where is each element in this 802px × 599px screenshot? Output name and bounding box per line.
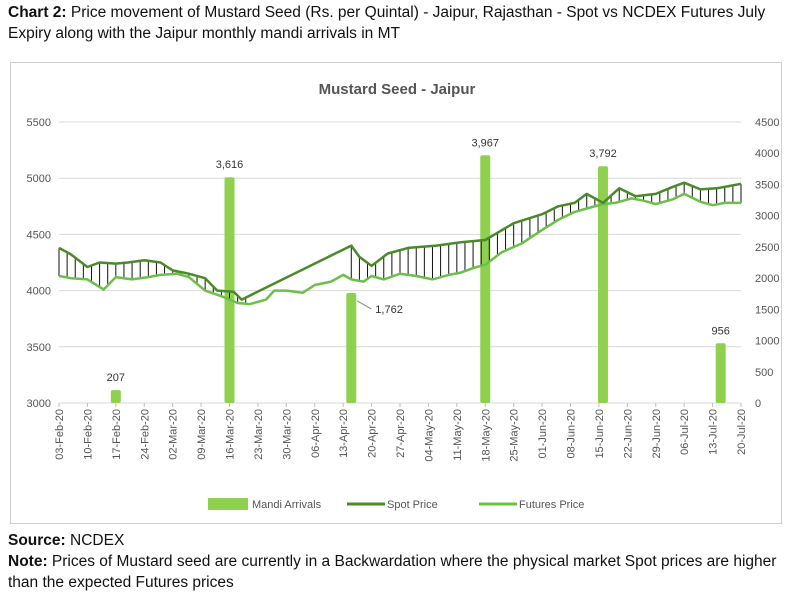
y-tick-label-right: 500 xyxy=(755,367,773,379)
mandi-bar xyxy=(224,177,235,403)
y-tick-label-right: 0 xyxy=(755,398,761,410)
bar-data-label: 207 xyxy=(107,372,125,384)
x-tick-label: 24-Feb-20 xyxy=(139,409,151,460)
y-tick-label-right: 2000 xyxy=(755,273,779,285)
bar-data-label: 1,762 xyxy=(375,304,403,316)
data-labels: 207 3,616 1,762 3,967 3,792 956 xyxy=(107,137,730,384)
mandi-bar xyxy=(346,292,357,403)
y-tick-label-right: 3500 xyxy=(755,179,779,191)
x-tick-label: 17-Feb-20 xyxy=(111,409,123,460)
x-tick-label: 06-Jul-20 xyxy=(679,409,691,455)
x-tick-label: 13-Jul-20 xyxy=(708,409,720,455)
bar-data-label: 3,967 xyxy=(471,137,499,149)
x-tick-label: 13-Apr-20 xyxy=(338,409,350,458)
hilo-lines xyxy=(58,182,742,304)
spot-price-line xyxy=(58,181,742,301)
bar-data-label: 3,792 xyxy=(589,148,617,160)
mandi-bar xyxy=(480,155,491,403)
note-label: Note: xyxy=(8,553,48,570)
y-tick-label-right: 3000 xyxy=(755,211,779,223)
y-tick-label-left: 4000 xyxy=(27,286,51,298)
x-tick-label: 09-Mar-20 xyxy=(196,409,208,460)
legend-swatch-mandi xyxy=(208,498,248,510)
x-tick-label: 11-May-20 xyxy=(452,409,464,461)
y-tick-label-right: 4500 xyxy=(755,117,779,129)
x-tick-label: 20-Jul-20 xyxy=(736,409,748,455)
x-tick-label: 08-Jun-20 xyxy=(566,409,578,459)
y-tick-label-right: 1500 xyxy=(755,304,779,316)
x-tick-label: 10-Feb-20 xyxy=(82,409,94,460)
mandi-bar xyxy=(110,390,121,403)
x-tick-label: 03-Feb-20 xyxy=(54,409,66,460)
x-tick-label: 30-Mar-20 xyxy=(281,409,293,460)
chart-caption: Chart 2: Price movement of Mustard Seed … xyxy=(8,2,798,44)
chart-title: Mustard Seed - Jaipur xyxy=(319,81,476,98)
legend: Mandi Arrivals Spot Price Futures Price xyxy=(208,498,584,511)
futures-price-line xyxy=(58,192,741,306)
x-tick-label: 27-Apr-20 xyxy=(395,409,407,458)
mandi-arrival-bars xyxy=(110,155,726,403)
y-tick-label-left: 4500 xyxy=(27,229,51,241)
bar-data-label: 3,616 xyxy=(216,159,244,171)
x-tick-label: 18-May-20 xyxy=(480,409,492,462)
source-line: Source: NCDEX xyxy=(8,530,798,551)
legend-label-spot: Spot Price xyxy=(387,499,438,511)
x-tick-label: 22-Jun-20 xyxy=(622,409,634,459)
y-tick-label-right: 1000 xyxy=(755,336,779,348)
x-tick-label: 25-May-20 xyxy=(509,409,521,462)
chart-svg: 3000 3500 4000 4500 5000 5500 0 500 1000 1500 2000… xyxy=(27,81,780,511)
y-tick-label-left: 5500 xyxy=(27,117,51,129)
y-tick-label-left: 3000 xyxy=(27,398,51,410)
x-tick-label: 23-Mar-20 xyxy=(253,409,265,460)
data-label-leader xyxy=(357,300,372,310)
x-tick-label: 20-Apr-20 xyxy=(367,409,379,458)
note-text: Prices of Mustard seed are currently in … xyxy=(8,553,777,591)
x-tick-label: 01-Jun-20 xyxy=(537,409,549,459)
legend-label-futures: Futures Price xyxy=(519,499,584,511)
bar-data-label: 956 xyxy=(712,325,730,337)
x-tick-label: 06-Apr-20 xyxy=(310,409,322,458)
source-text: NCDEX xyxy=(65,532,125,549)
y-tick-label-left: 5000 xyxy=(27,173,51,185)
mandi-bar xyxy=(715,343,726,403)
caption-label: Chart 2: xyxy=(8,4,67,21)
x-tick-label: 16-Mar-20 xyxy=(225,409,237,460)
x-tick-label: 15-Jun-20 xyxy=(594,409,606,459)
chart-frame: 3000 3500 4000 4500 5000 5500 0 500 1000 1500 2000… xyxy=(10,62,782,524)
source-label: Source: xyxy=(8,532,66,549)
mandi-bar xyxy=(597,166,608,403)
caption-text: Price movement of Mustard Seed (Rs. per … xyxy=(8,4,766,42)
axes: 3000 3500 4000 4500 5000 5500 0 500 1000 1500 2000… xyxy=(27,117,780,462)
x-tick-label: 02-Mar-20 xyxy=(168,409,180,460)
y-tick-label-left: 3500 xyxy=(27,342,51,354)
y-tick-label-right: 2500 xyxy=(755,242,779,254)
x-tick-label: 29-Jun-20 xyxy=(651,409,663,459)
price-lines xyxy=(58,181,742,306)
legend-label-mandi: Mandi Arrivals xyxy=(252,499,322,511)
y-tick-label-right: 4000 xyxy=(755,148,779,160)
x-tick-label: 04-May-20 xyxy=(423,409,435,462)
note-line: Note: Prices of Mustard seed are current… xyxy=(8,551,798,593)
